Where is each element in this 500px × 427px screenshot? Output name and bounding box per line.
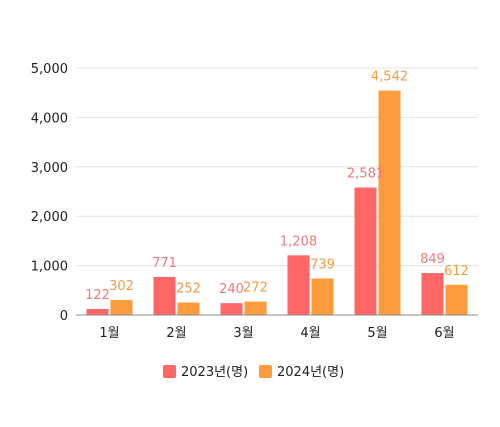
y-tick-label: 0 — [60, 309, 68, 324]
x-tick-label: 2월 — [166, 326, 186, 341]
bar-series1 — [287, 255, 310, 315]
data-label: 240 — [219, 282, 244, 297]
data-label: 612 — [444, 264, 469, 279]
legend-swatch — [259, 365, 272, 378]
bar-series2 — [378, 90, 401, 315]
x-tick-label: 5월 — [367, 326, 387, 341]
data-label: 849 — [420, 252, 445, 267]
x-tick-label: 6월 — [434, 326, 454, 341]
gridlines — [76, 67, 478, 267]
data-label: 252 — [176, 282, 201, 297]
data-label: 771 — [152, 256, 177, 271]
legend-label: 2023년(명) — [181, 365, 248, 380]
x-tick-label: 1월 — [99, 326, 119, 341]
data-label: 739 — [310, 257, 335, 272]
legend: 2023년(명) 2024년(명) — [163, 365, 344, 380]
bar-series1 — [220, 303, 243, 315]
data-label: 1,208 — [280, 234, 317, 249]
data-label: 122 — [85, 288, 110, 303]
bar-series2 — [445, 284, 468, 315]
bars — [86, 90, 468, 315]
bar-series1 — [421, 273, 444, 315]
bar-series1 — [86, 308, 109, 315]
y-axis-ticks: 0 1,000 2,000 3,000 4,000 5,000 — [31, 62, 68, 324]
data-label: 4,542 — [371, 70, 408, 85]
bar-series1 — [153, 276, 176, 315]
data-label: 302 — [109, 279, 134, 294]
data-label: 272 — [243, 281, 268, 296]
x-axis-ticks: 1월 2월 3월 4월 5월 6월 — [99, 326, 454, 341]
x-tick-label: 3월 — [233, 326, 253, 341]
bar-series2 — [177, 302, 200, 315]
y-tick-label: 2,000 — [31, 210, 68, 225]
bar-series2 — [244, 301, 267, 315]
bar-series2 — [311, 278, 334, 315]
legend-swatch — [163, 365, 176, 378]
y-tick-label: 4,000 — [31, 111, 68, 126]
bar-series2 — [110, 300, 133, 315]
data-label: 2,581 — [347, 166, 384, 181]
x-tick-label: 4월 — [300, 326, 320, 341]
y-tick-label: 1,000 — [31, 260, 68, 275]
y-tick-label: 3,000 — [31, 161, 68, 176]
y-tick-label: 5,000 — [31, 62, 68, 77]
legend-label: 2024년(명) — [277, 365, 344, 380]
bar-series1 — [354, 187, 377, 315]
